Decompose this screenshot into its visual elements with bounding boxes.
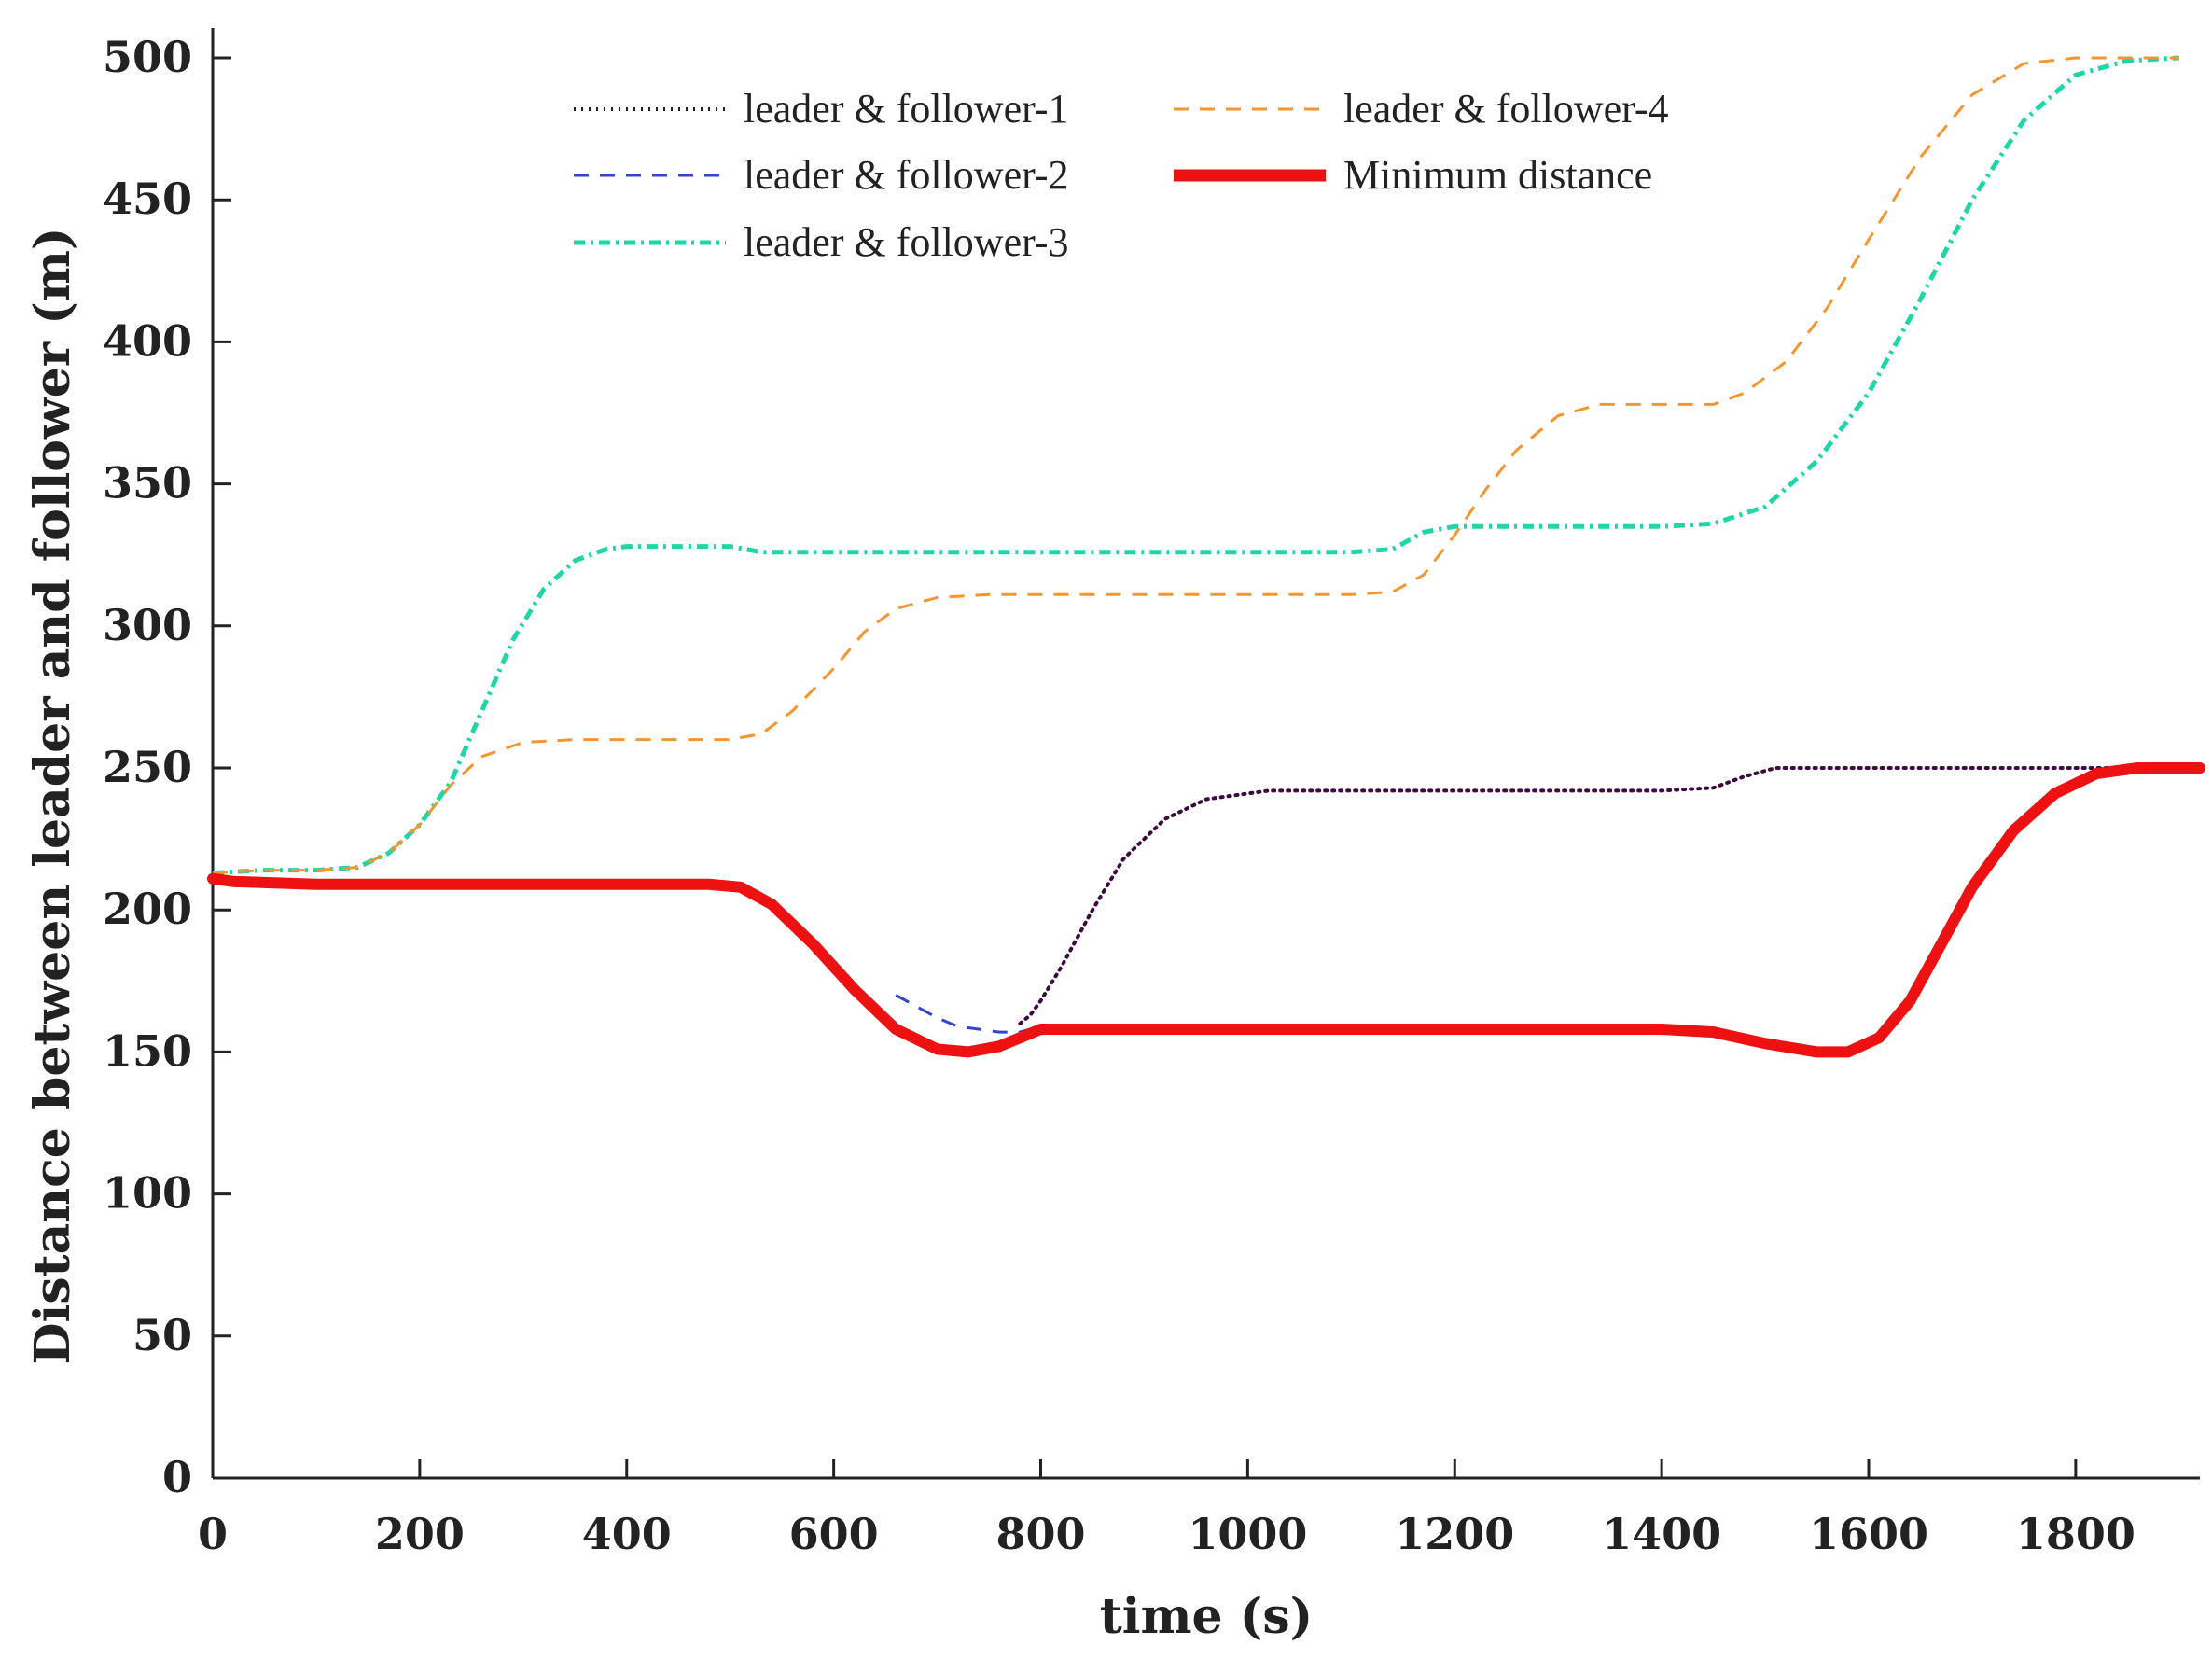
series-line-2	[895, 994, 1031, 1034]
x-tick-label: 600	[789, 1509, 879, 1559]
series-line-1	[1018, 766, 2181, 1025]
y-tick-label: 350	[103, 458, 192, 509]
legend: leader & follower-1 leader & follower-2 le…	[574, 86, 1669, 265]
series-layer	[207, 55, 2205, 1058]
series-line-3	[212, 55, 2179, 876]
y-tick-label: 150	[103, 1025, 192, 1076]
legend-label-4: leader & follower-4	[1343, 86, 1669, 132]
legend-label-2: leader & follower-2	[744, 152, 1069, 198]
y-tick-label: 0	[162, 1452, 192, 1502]
legend-label-3: leader & follower-3	[744, 219, 1069, 265]
x-tick-label: 1200	[1395, 1509, 1514, 1559]
x-tick-label: 1600	[1809, 1509, 1928, 1559]
legend-label-5: Minimum distance	[1343, 152, 1652, 198]
y-tick-label: 450	[103, 174, 192, 224]
y-tick-label: 400	[103, 315, 192, 366]
x-tick-label: 0	[198, 1509, 228, 1559]
y-tick-label: 300	[103, 600, 192, 650]
y-tick-label: 500	[103, 32, 192, 82]
x-tick-label: 800	[995, 1509, 1085, 1559]
legend-label-1: leader & follower-1	[744, 86, 1069, 132]
x-tick-label: 1000	[1188, 1509, 1307, 1559]
x-tick-label: 200	[375, 1509, 465, 1559]
x-tick-label: 1400	[1602, 1509, 1721, 1559]
y-tick-label: 100	[103, 1168, 192, 1219]
x-axis-title: time (s)	[1100, 1588, 1313, 1645]
y-tick-label: 200	[103, 884, 192, 934]
x-tick-label: 1800	[2016, 1509, 2135, 1559]
x-tick-label: 400	[582, 1509, 672, 1559]
series-line-4	[212, 56, 2179, 875]
y-axis-title: Distance between leader and follower (m)	[24, 227, 81, 1364]
y-tick-label: 50	[132, 1310, 192, 1360]
y-tick-label: 250	[103, 742, 192, 792]
axes: 0 50 100 150 200 250 300 350 400 450 500 0 200 400 600…	[103, 28, 2200, 1559]
series-line-5	[207, 762, 2205, 1058]
